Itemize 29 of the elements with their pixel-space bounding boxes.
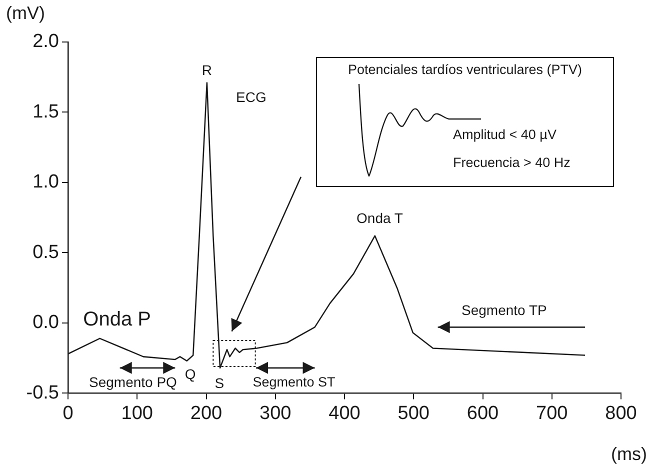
y-tick-label: -0.5 bbox=[26, 382, 59, 404]
x-tick-label: 600 bbox=[466, 402, 499, 424]
annotation: Onda P bbox=[83, 308, 151, 332]
x-tick-label: 500 bbox=[398, 402, 430, 424]
x-axis-title: (ms) bbox=[611, 444, 647, 464]
y-tick-label: 1.0 bbox=[32, 172, 59, 193]
x-tick-label: 200 bbox=[190, 402, 222, 424]
annotation: Onda T bbox=[356, 210, 403, 226]
x-tick-label: 400 bbox=[328, 402, 360, 424]
x-tick-label: 700 bbox=[536, 402, 568, 424]
x-tick-label: 0 bbox=[62, 402, 74, 424]
y-tick-label: 0.5 bbox=[32, 242, 59, 263]
y-tick-label: 0.0 bbox=[32, 312, 59, 334]
annotation: Segmento TP bbox=[461, 302, 547, 318]
x-tick-label: 100 bbox=[121, 402, 153, 424]
annotation: Amplitud < 40 µV bbox=[453, 127, 556, 142]
annotation: Frecuencia > 40 Hz bbox=[453, 155, 570, 170]
annotation: Segmento ST bbox=[252, 374, 336, 390]
y-tick-label: 1.5 bbox=[32, 101, 59, 122]
annotation: Q bbox=[184, 366, 196, 382]
y-tick-label: 2.0 bbox=[32, 31, 59, 52]
annotation: Potenciales tardíos ventriculares (PTV) bbox=[346, 62, 584, 77]
x-tick-label: 800 bbox=[605, 402, 637, 424]
annotation: R bbox=[202, 62, 212, 78]
annotation: ECG bbox=[236, 89, 266, 105]
y-axis-title: (mV) bbox=[6, 2, 45, 23]
x-tick-label: 300 bbox=[260, 402, 292, 424]
annotation: Segmento PQ bbox=[89, 374, 177, 390]
annotation: S bbox=[214, 375, 224, 392]
